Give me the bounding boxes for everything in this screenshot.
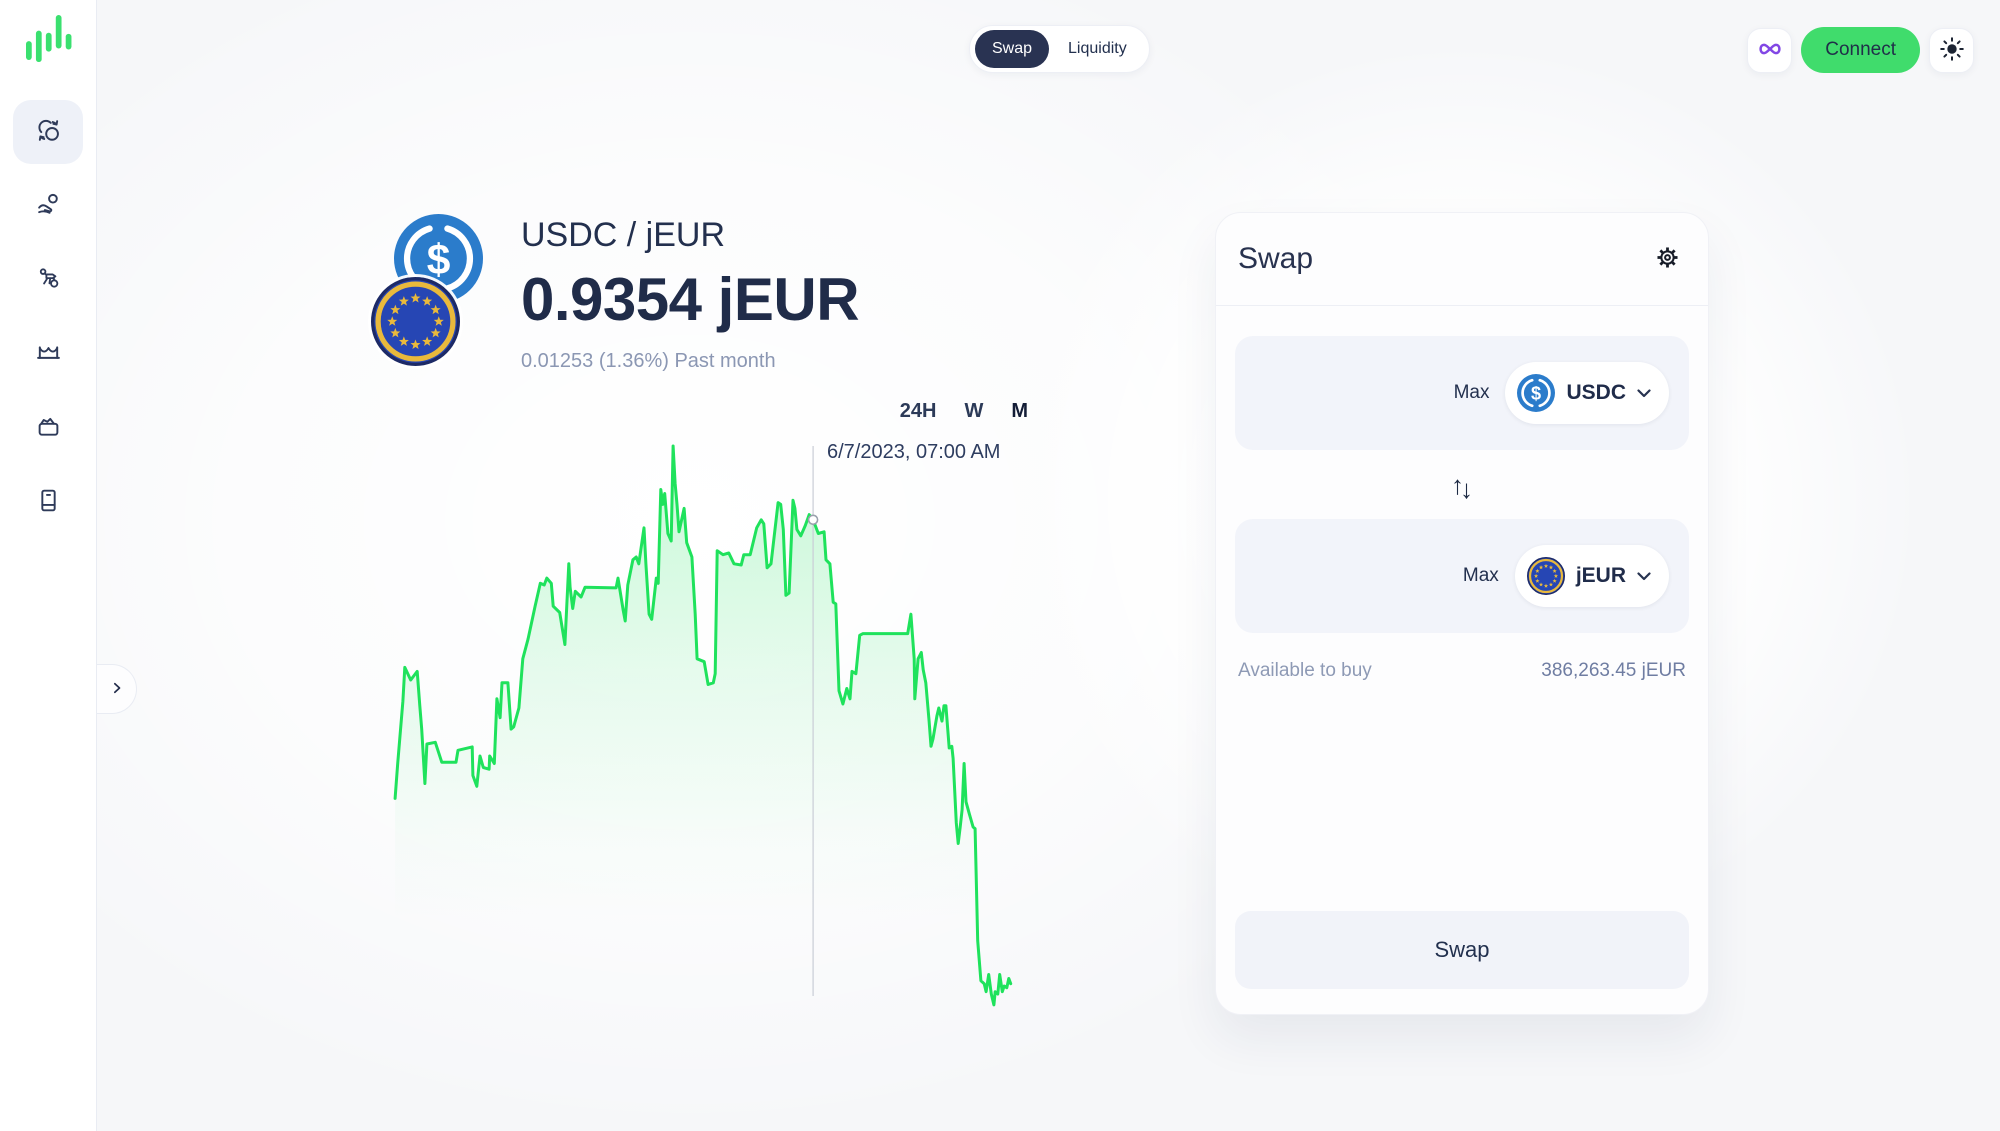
basket-icon xyxy=(35,413,62,443)
switch-row: ↑ ↓ xyxy=(1235,450,1689,519)
hand-coin-icon xyxy=(35,191,62,221)
svg-text:$: $ xyxy=(1531,384,1541,404)
usdc-coin-icon: $ xyxy=(1517,374,1556,412)
from-token-select[interactable]: $ USDC xyxy=(1505,362,1669,424)
range-option-24h[interactable]: 24H xyxy=(899,400,937,422)
swap-card-header: Swap xyxy=(1216,213,1708,306)
view-toggle-swap[interactable]: Swap xyxy=(975,30,1050,68)
available-row: Available to buy 386,263.45 jEUR xyxy=(1235,660,1689,682)
chevron-right-icon xyxy=(107,678,127,701)
view-toggle: Swap Liquidity xyxy=(969,25,1150,73)
faucet-icon xyxy=(35,265,62,295)
ledger-icon xyxy=(35,487,62,517)
range-option-m[interactable]: M xyxy=(1011,400,1028,422)
price-chart-svg[interactable] xyxy=(388,438,1036,1010)
sidebar-item-faucet[interactable] xyxy=(13,248,83,312)
chart-price-line xyxy=(393,444,1013,1007)
pair-info: USDC / jEUR 0.9354 jEUR 0.01253 (1.36%) … xyxy=(521,214,860,373)
swap-icon xyxy=(35,117,62,147)
pair-change: 0.01253 (1.36%) Past month xyxy=(521,350,776,372)
gear-icon xyxy=(1654,244,1681,274)
connect-wallet-button[interactable]: Connect xyxy=(1801,27,1920,73)
sidebar-item-docs[interactable] xyxy=(13,470,83,534)
from-amount-input[interactable]: Max $ USDC xyxy=(1235,336,1689,450)
topbar-right: Connect xyxy=(1747,27,1974,73)
swap-card: Swap Max xyxy=(1215,212,1709,1015)
swap-direction-arrows-icon[interactable]: ↑ ↓ xyxy=(1451,469,1473,504)
swap-submit-button[interactable]: Swap xyxy=(1235,911,1689,989)
to-max-button[interactable]: Max xyxy=(1462,565,1499,586)
pair-coin-icons: $ xyxy=(370,214,483,367)
pair-title: USDC / jEUR xyxy=(521,216,726,254)
market-header: $ USDC / jEUR 0.9354 jEUR 0.01253 (1.36%… xyxy=(370,214,860,373)
swap-card-body: Max $ USDC ↑ ↓ xyxy=(1216,306,1708,1014)
sidebar-expand-button[interactable] xyxy=(97,664,137,714)
chevron-down-icon xyxy=(1637,386,1651,401)
chart-crosshair-label: 6/7/2023, 07:00 AM xyxy=(827,441,1001,463)
view-toggle-liquidity[interactable]: Liquidity xyxy=(1051,30,1144,68)
range-option-w[interactable]: W xyxy=(964,400,984,422)
to-amount-input[interactable]: Max jEUR xyxy=(1235,519,1689,633)
sun-icon xyxy=(1938,35,1966,66)
sidebar-item-bridge[interactable] xyxy=(13,322,83,386)
sidebar-item-swap[interactable] xyxy=(13,100,83,164)
from-max-button[interactable]: Max xyxy=(1453,382,1490,403)
sidebar-nav xyxy=(13,100,83,534)
svg-text:$: $ xyxy=(427,236,451,283)
pair-price: 0.9354 jEUR xyxy=(521,266,860,333)
from-token-name: USDC xyxy=(1566,381,1626,404)
to-token-name: jEUR xyxy=(1575,564,1626,587)
sidebar-item-basket[interactable] xyxy=(13,396,83,460)
network-selector-button[interactable] xyxy=(1747,27,1793,73)
polygon-icon xyxy=(1756,35,1784,66)
jeur-coin-icon xyxy=(370,276,461,367)
swap-card-title: Swap xyxy=(1238,242,1314,275)
available-label: Available to buy xyxy=(1238,660,1372,681)
chart-hover-marker xyxy=(807,514,819,526)
jeur-coin-icon xyxy=(1526,556,1565,596)
chevron-down-icon xyxy=(1637,569,1651,584)
theme-toggle-button[interactable] xyxy=(1929,27,1974,73)
sidebar xyxy=(0,0,97,1131)
chart-area-fill xyxy=(395,446,1011,1010)
to-token-select[interactable]: jEUR xyxy=(1514,545,1669,607)
range-selector: 24H W M xyxy=(388,400,1036,423)
swap-settings-button[interactable] xyxy=(1654,244,1681,274)
app-logo-green-bars-icon[interactable] xyxy=(26,15,72,65)
bridge-icon xyxy=(35,339,62,369)
sidebar-item-earn[interactable] xyxy=(13,174,83,238)
available-value: 386,263.45 jEUR xyxy=(1541,660,1686,681)
